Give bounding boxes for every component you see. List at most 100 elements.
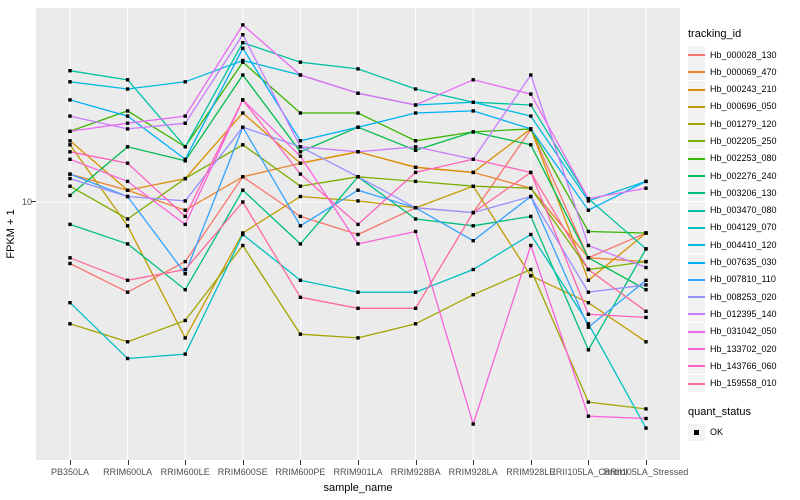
data-point-marker bbox=[241, 243, 245, 248]
data-point-marker bbox=[125, 224, 130, 228]
data-point-marker bbox=[125, 121, 130, 125]
legend-entry-label: Hb_003206_130 bbox=[710, 187, 777, 198]
data-point-marker bbox=[68, 80, 72, 84]
x-tick-label-RRIM600SE: RRIM600SE bbox=[217, 467, 268, 477]
data-point-marker bbox=[183, 145, 187, 149]
plot-panel bbox=[36, 8, 680, 460]
data-point-marker bbox=[529, 143, 533, 147]
legend-key-line-icon bbox=[688, 63, 705, 81]
legend-entry-Hb_001279_120: Hb_001279_120 bbox=[688, 115, 800, 133]
legend-key-line-icon bbox=[688, 357, 705, 375]
data-point-marker bbox=[413, 170, 418, 175]
legend-entry-ok: OK bbox=[688, 423, 800, 441]
legend-entry-Hb_002253_080: Hb_002253_080 bbox=[688, 149, 800, 167]
data-point-marker bbox=[183, 352, 187, 356]
data-point-marker bbox=[125, 114, 130, 118]
data-point-marker bbox=[586, 312, 591, 316]
legend-entries: Hb_000028_130 Hb_000069_470 Hb_000243_210 H… bbox=[688, 46, 800, 392]
y-axis-title: FPKM + 1 bbox=[5, 209, 17, 259]
legend-entry-Hb_012395_140: Hb_012395_140 bbox=[688, 305, 800, 323]
data-point-marker bbox=[586, 301, 591, 305]
data-point-marker bbox=[241, 175, 245, 179]
legend-entry-label: Hb_008253_020 bbox=[710, 291, 777, 302]
x-tick-mark bbox=[185, 460, 187, 465]
data-point-marker bbox=[586, 199, 591, 203]
data-point-marker bbox=[68, 114, 72, 118]
data-point-marker bbox=[125, 242, 130, 246]
x-tick-mark bbox=[70, 460, 71, 465]
data-point-marker bbox=[586, 243, 591, 248]
legend-entry-Hb_031042_050: Hb_031042_050 bbox=[688, 322, 800, 340]
data-point-marker bbox=[644, 247, 648, 251]
legend-entry-Hb_003206_130: Hb_003206_130 bbox=[688, 184, 800, 202]
data-point-marker bbox=[413, 206, 418, 210]
legend-key-line-icon bbox=[688, 201, 705, 219]
data-point-marker bbox=[183, 114, 187, 118]
data-point-marker bbox=[68, 261, 72, 266]
data-point-marker bbox=[356, 306, 360, 310]
data-point-marker bbox=[413, 229, 418, 234]
data-point-marker bbox=[413, 306, 418, 310]
data-point-marker bbox=[241, 188, 245, 192]
data-point-marker bbox=[413, 145, 418, 149]
data-point-marker bbox=[68, 157, 72, 161]
data-point-marker bbox=[298, 242, 303, 246]
data-point-marker bbox=[644, 416, 648, 421]
data-point-marker bbox=[586, 348, 591, 352]
data-point-marker bbox=[183, 208, 187, 212]
legend-key-line-icon bbox=[688, 270, 705, 288]
x-tick-mark bbox=[530, 460, 532, 465]
data-point-marker bbox=[644, 309, 648, 313]
legend-entry-label: Hb_133702_020 bbox=[710, 343, 777, 354]
data-point-marker bbox=[183, 222, 187, 227]
data-point-marker bbox=[241, 46, 245, 50]
legend-entry-Hb_000243_210: Hb_000243_210 bbox=[688, 80, 800, 98]
data-point-marker bbox=[298, 332, 303, 336]
legend-key-line-icon bbox=[688, 218, 705, 236]
data-point-marker bbox=[529, 127, 533, 131]
legend-entry-Hb_002205_250: Hb_002205_250 bbox=[688, 132, 800, 150]
x-tick-label-RRIM928LE: RRIM928LE bbox=[506, 467, 556, 477]
x-axis-title: sample_name bbox=[323, 482, 393, 494]
data-point-marker bbox=[644, 315, 648, 320]
legend-key-line-icon bbox=[688, 97, 705, 115]
data-point-marker bbox=[586, 322, 591, 326]
legend-entry-Hb_000696_050: Hb_000696_050 bbox=[688, 97, 800, 115]
data-point-marker bbox=[529, 103, 533, 107]
data-point-marker bbox=[586, 256, 591, 260]
data-point-marker bbox=[125, 278, 130, 282]
legend-key-line-icon bbox=[688, 374, 705, 392]
x-tick-mark bbox=[358, 460, 359, 465]
data-point-marker bbox=[586, 325, 591, 329]
data-point-marker bbox=[68, 150, 72, 154]
data-point-marker bbox=[183, 80, 187, 84]
data-point-marker bbox=[471, 170, 475, 175]
data-point-marker bbox=[413, 290, 418, 294]
legend-entry-label: Hb_000069_470 bbox=[710, 66, 777, 77]
data-point-marker bbox=[241, 41, 245, 45]
legend-entry-Hb_002276_240: Hb_002276_240 bbox=[688, 167, 800, 185]
data-point-marker bbox=[298, 145, 303, 149]
data-point-marker bbox=[241, 33, 245, 37]
data-point-marker bbox=[241, 143, 245, 147]
data-point-marker bbox=[644, 426, 648, 430]
legend-entry-label: Hb_000696_050 bbox=[710, 101, 777, 112]
legend-key-line-icon bbox=[688, 253, 705, 271]
data-point-marker bbox=[298, 60, 303, 64]
legend-entry-label: Hb_000028_130 bbox=[710, 49, 777, 60]
legend-entry-Hb_000028_130: Hb_000028_130 bbox=[688, 46, 800, 63]
data-point-marker bbox=[125, 188, 130, 192]
data-point-marker bbox=[68, 301, 72, 305]
legend2-title: quant_status bbox=[688, 405, 751, 418]
data-point-marker bbox=[529, 274, 533, 278]
data-point-marker bbox=[471, 293, 475, 297]
data-point-marker bbox=[586, 400, 591, 404]
legend-entry-label: Hb_004410_120 bbox=[710, 239, 777, 250]
data-point-marker bbox=[529, 73, 533, 77]
x-tick-mark bbox=[242, 460, 244, 465]
data-point-marker bbox=[529, 186, 533, 190]
data-point-marker bbox=[241, 200, 245, 204]
data-point-marker bbox=[644, 186, 648, 190]
data-point-marker bbox=[644, 283, 648, 287]
data-point-marker bbox=[298, 111, 303, 115]
